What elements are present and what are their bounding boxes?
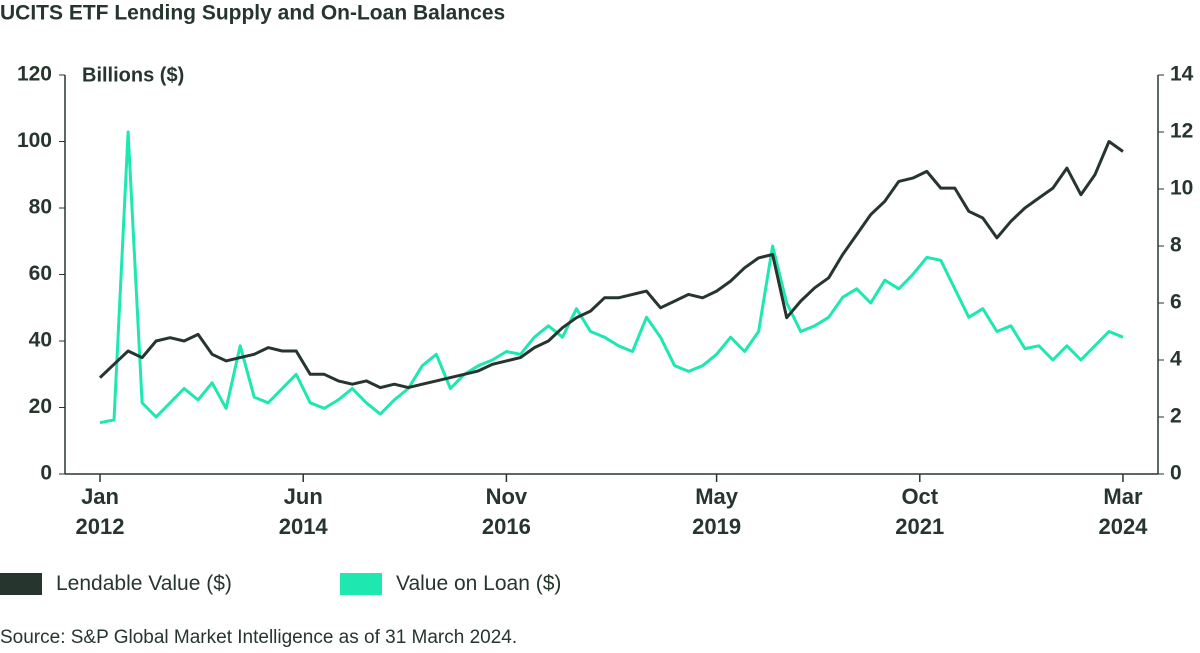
x-tick-label: Oct 2021 [895,484,945,539]
y-tick-label: 80 [29,196,52,219]
x-tick-label: May 2019 [692,484,742,539]
legend-label: Value on Loan ($) [396,572,562,595]
x-tick-label: Jan 2012 [75,484,125,539]
x-tick-label: Nov 2016 [481,484,531,539]
y2-tick-label: 12 [1170,120,1193,143]
y-tick-label: 120 [17,63,52,86]
y-tick-label: 20 [29,395,52,418]
y-axis-label: Billions ($) [82,64,184,86]
source: Source: S&P Global Market Intelligence a… [0,627,517,648]
y2-tick-label: 8 [1170,234,1182,257]
x-tick-label: Mar 2024 [1098,484,1148,539]
legend-swatch [340,573,382,595]
y2-tick-label: 14 [1170,63,1194,86]
series-line [98,140,1124,390]
y2-tick-label: 2 [1170,405,1182,428]
y-tick-label: 60 [29,262,52,285]
y2-tick-label: 6 [1170,291,1182,314]
chart-title: UCITS ETF Lending Supply and On-Loan Bal… [0,2,505,25]
y-tick-label: 40 [29,329,52,352]
legend-label: Lendable Value ($) [56,572,232,595]
y2-tick-label: 10 [1170,177,1193,200]
y-tick-label: 100 [17,129,52,152]
y2-tick-label: 0 [1170,462,1182,485]
legend-swatch [0,573,42,595]
series-line [99,130,1124,425]
y-tick-label: 0 [40,462,52,485]
legend-item: Value on Loan ($) [340,572,561,596]
y2-tick-label: 4 [1170,348,1182,371]
x-tick-label: Jun 2014 [278,484,328,539]
legend-item: Lendable Value ($) [0,572,232,596]
